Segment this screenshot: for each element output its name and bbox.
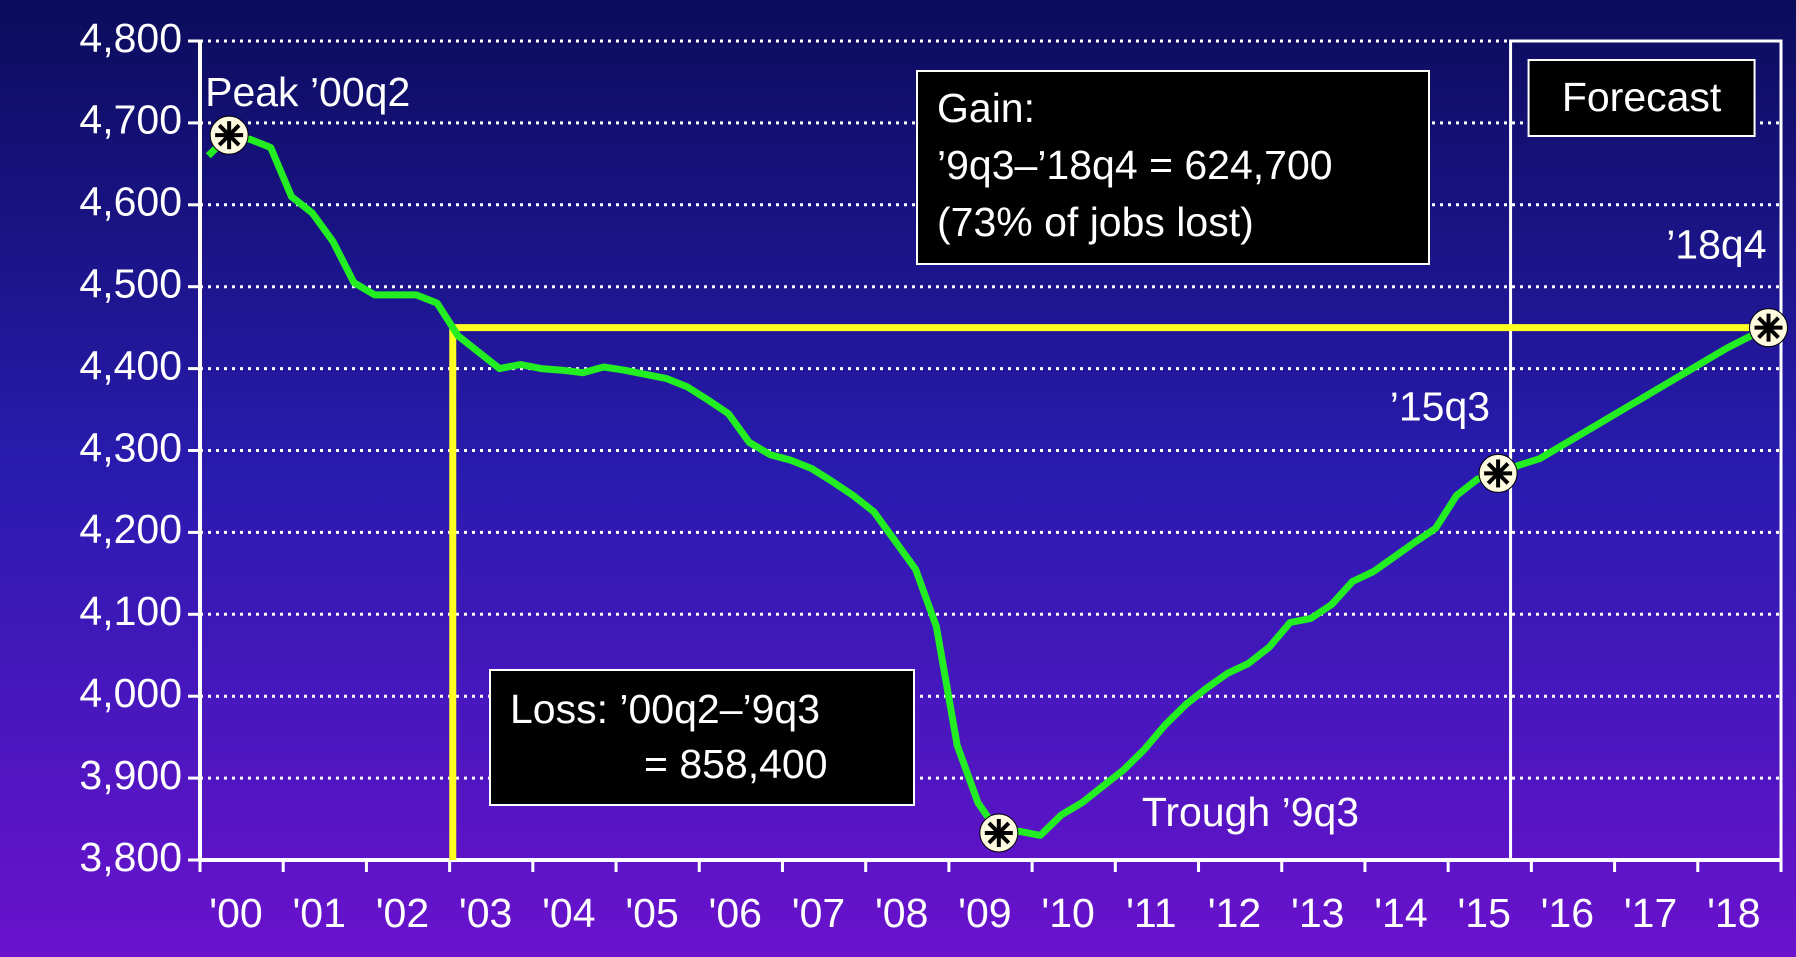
y-tick-label: 4,600 bbox=[79, 179, 182, 225]
forecast-label: Forecast bbox=[1562, 74, 1722, 120]
forecast-box bbox=[1527, 59, 1756, 137]
highlight-marker bbox=[979, 813, 1019, 853]
x-tick-label: '18 bbox=[1707, 890, 1760, 936]
x-tick-label: '01 bbox=[292, 890, 345, 936]
y-tick-label: 3,900 bbox=[79, 752, 182, 798]
y-tick-label: 4,000 bbox=[79, 670, 182, 716]
x-tick-label: '14 bbox=[1374, 890, 1427, 936]
gain-text: Gain: bbox=[937, 85, 1035, 131]
y-tick-label: 4,800 bbox=[79, 15, 182, 61]
marker-star bbox=[1486, 462, 1510, 485]
y-tick-label: 4,300 bbox=[79, 424, 182, 470]
highlight-label: ’15q3 bbox=[1390, 383, 1490, 429]
loss-box bbox=[489, 669, 915, 806]
highlight-label: ’18q4 bbox=[1666, 221, 1766, 267]
highlight-label: Trough ’9q3 bbox=[1142, 789, 1359, 835]
marker-star bbox=[217, 123, 241, 147]
y-tick-label: 3,800 bbox=[79, 834, 182, 880]
gain-text: ’9q3–’18q4 = 624,700 bbox=[937, 142, 1333, 188]
x-tick-label: '10 bbox=[1041, 890, 1094, 936]
highlight-label: Peak ’00q2 bbox=[205, 69, 410, 115]
x-tick-label: '17 bbox=[1624, 890, 1677, 936]
forecast-region bbox=[1509, 39, 1783, 862]
x-tick-label: '16 bbox=[1541, 890, 1594, 936]
x-tick-label: '05 bbox=[625, 890, 678, 936]
highlight-marker bbox=[1749, 308, 1789, 348]
x-tick-label: '08 bbox=[875, 890, 928, 936]
x-tick-label: '00 bbox=[209, 890, 262, 936]
x-tick-label: '02 bbox=[376, 890, 429, 936]
loss-text: Loss: ’00q2–’9q3 bbox=[510, 686, 820, 732]
y-tick-label: 4,500 bbox=[79, 261, 182, 307]
highlight-marker bbox=[1478, 453, 1518, 493]
x-tick-label: '15 bbox=[1457, 890, 1510, 936]
loss-text: = 858,400 bbox=[644, 741, 828, 787]
y-tick-label: 4,200 bbox=[79, 506, 182, 552]
x-tick-label: '12 bbox=[1208, 890, 1261, 936]
x-tick-label: '07 bbox=[792, 890, 845, 936]
marker-star bbox=[1757, 316, 1780, 339]
highlight-marker bbox=[209, 115, 249, 155]
x-tick-label: '06 bbox=[709, 890, 762, 936]
gain-box bbox=[916, 70, 1430, 265]
x-tick-label: '04 bbox=[542, 890, 595, 936]
marker-star bbox=[987, 821, 1011, 845]
y-tick-label: 4,100 bbox=[79, 588, 182, 634]
x-tick-label: '11 bbox=[1126, 890, 1176, 936]
gain-text: (73% of jobs lost) bbox=[937, 199, 1254, 245]
x-tick-label: '13 bbox=[1291, 890, 1344, 936]
x-tick-label: '03 bbox=[459, 890, 512, 936]
x-tick-label: '09 bbox=[958, 890, 1011, 936]
y-tick-label: 4,700 bbox=[79, 97, 182, 143]
y-tick-label: 4,400 bbox=[79, 342, 182, 388]
